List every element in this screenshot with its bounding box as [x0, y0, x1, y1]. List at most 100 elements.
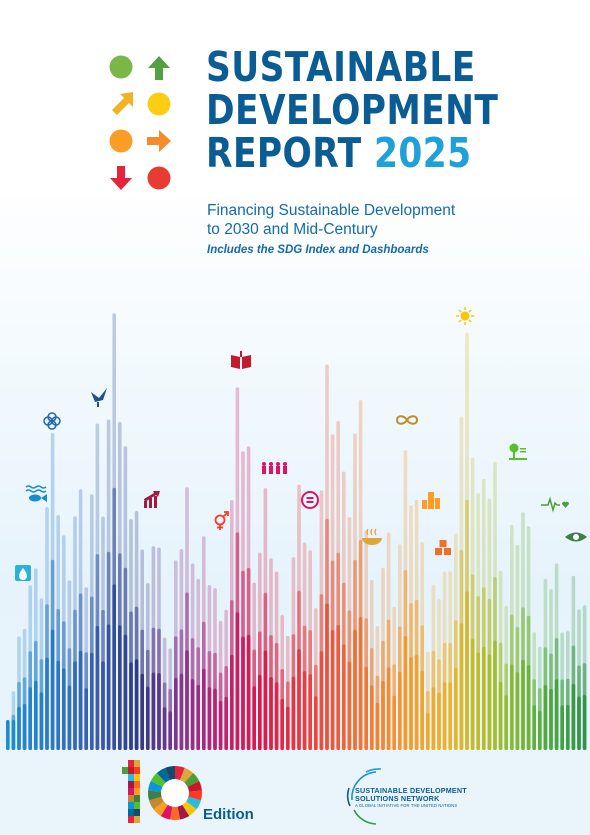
mosaic-tile — [128, 774, 134, 781]
decorative-bar — [45, 657, 49, 750]
decorative-bar — [364, 666, 368, 750]
decorative-bar — [470, 638, 475, 750]
decorative-bar — [235, 612, 240, 750]
decorative-bar — [498, 681, 503, 750]
green-dot-icon — [109, 55, 133, 79]
digit-one-mosaic — [122, 760, 140, 823]
decorative-bar — [476, 652, 480, 750]
mosaic-tile — [134, 816, 140, 823]
decorative-bar — [398, 671, 402, 750]
flower-icon — [43, 412, 61, 430]
decorative-bar — [571, 683, 576, 750]
decorative-bar — [28, 687, 32, 750]
decorative-bar — [134, 659, 139, 750]
yellow-dot-icon — [147, 92, 171, 116]
decorative-bar — [78, 650, 83, 750]
decorative-bar — [510, 664, 514, 750]
decorative-bar — [459, 623, 464, 750]
sdg-wheel-icon — [148, 766, 202, 820]
decorative-bar — [241, 636, 245, 750]
tree-icon — [509, 443, 527, 460]
partnership-cubes-icon — [435, 540, 451, 555]
subtitle-line-2: to 2030 and Mid-Century — [207, 221, 378, 238]
decorative-bar — [392, 695, 396, 750]
decorative-bar — [437, 692, 441, 750]
decorative-bar — [353, 629, 357, 750]
mosaic-tile — [134, 760, 140, 767]
edition-label: Edition — [203, 806, 254, 823]
subtitle-line-1: Financing Sustainable Development — [207, 202, 456, 219]
decorative-bar — [112, 584, 116, 750]
mosaic-tile — [122, 767, 128, 774]
mosaic-tile — [134, 802, 140, 809]
fish-icon — [25, 485, 47, 502]
heartbeat-icon — [541, 496, 570, 513]
book-icon — [231, 351, 251, 369]
decorative-bar — [409, 657, 413, 750]
mosaic-tile — [128, 795, 134, 802]
eye-leaf-icon — [565, 532, 587, 542]
decorative-bar — [34, 680, 38, 750]
report-title: SUSTAINABLE DEVELOPMENT REPORT 2025 — [206, 46, 576, 175]
decorative-bar — [342, 644, 346, 750]
decorative-bar — [504, 695, 508, 750]
decorative-bar — [246, 634, 251, 750]
arrow-diagonal-icon — [112, 92, 133, 115]
decorative-bar — [532, 705, 536, 750]
decorative-bar — [330, 630, 335, 750]
decorative-bar — [403, 636, 408, 750]
decorative-bar — [538, 710, 542, 750]
decorative-bar — [375, 702, 380, 750]
report-logo-grid — [108, 54, 174, 194]
mosaic-tile — [128, 802, 134, 809]
decorative-bar — [123, 634, 128, 750]
decorative-bar — [347, 661, 352, 750]
equality-icon — [301, 491, 319, 509]
decorative-bar — [442, 682, 447, 750]
mosaic-tile — [128, 809, 134, 816]
decorative-bar — [73, 661, 77, 750]
mosaic-tile — [134, 774, 140, 781]
gender-icon — [214, 511, 229, 530]
report-tagline: Includes the SDG Index and Dashboards — [207, 244, 429, 256]
decorative-bars-graphic — [6, 307, 587, 750]
decorative-bar — [90, 652, 94, 750]
decorative-bar — [336, 625, 340, 750]
decorative-bar — [6, 720, 10, 750]
red-dot-icon — [147, 166, 171, 190]
decorative-bar — [314, 696, 318, 750]
decorative-bar — [179, 673, 184, 750]
decorative-bar — [566, 704, 570, 750]
decorative-bar — [213, 688, 217, 750]
decorative-bar — [157, 673, 161, 750]
decorative-bar — [129, 662, 133, 750]
mosaic-tile — [128, 816, 134, 823]
decorative-bar — [549, 688, 553, 750]
decorative-bar — [269, 677, 273, 750]
decorative-bar — [370, 685, 374, 750]
decorative-bar — [185, 650, 189, 750]
decorative-bar — [560, 705, 564, 750]
decorative-bar — [196, 684, 200, 750]
publisher-line-3: A GLOBAL INITIATIVE FOR THE UNITED NATIO… — [355, 803, 458, 808]
mosaic-tile — [134, 767, 140, 774]
publisher-line-2: SOLUTIONS NETWORK — [355, 794, 440, 803]
decorative-bar — [174, 677, 178, 750]
decorative-bar — [482, 646, 486, 750]
decorative-bar — [358, 617, 363, 750]
decorative-bar — [22, 703, 27, 750]
decorative-bar — [252, 686, 256, 750]
city-icon — [422, 492, 440, 509]
arrow-right-icon — [147, 130, 171, 152]
growth-chart-icon — [144, 491, 160, 508]
decorative-bar — [50, 629, 55, 750]
decorative-bar — [526, 665, 531, 750]
dove-icon — [91, 388, 107, 407]
mosaic-tile — [134, 809, 140, 816]
decorative-bar — [465, 591, 469, 750]
decorative-bar — [319, 651, 324, 750]
decorative-bar — [224, 696, 228, 750]
decorative-bar — [263, 650, 268, 750]
decorative-bar — [521, 659, 525, 750]
decorative-bar — [190, 679, 195, 750]
